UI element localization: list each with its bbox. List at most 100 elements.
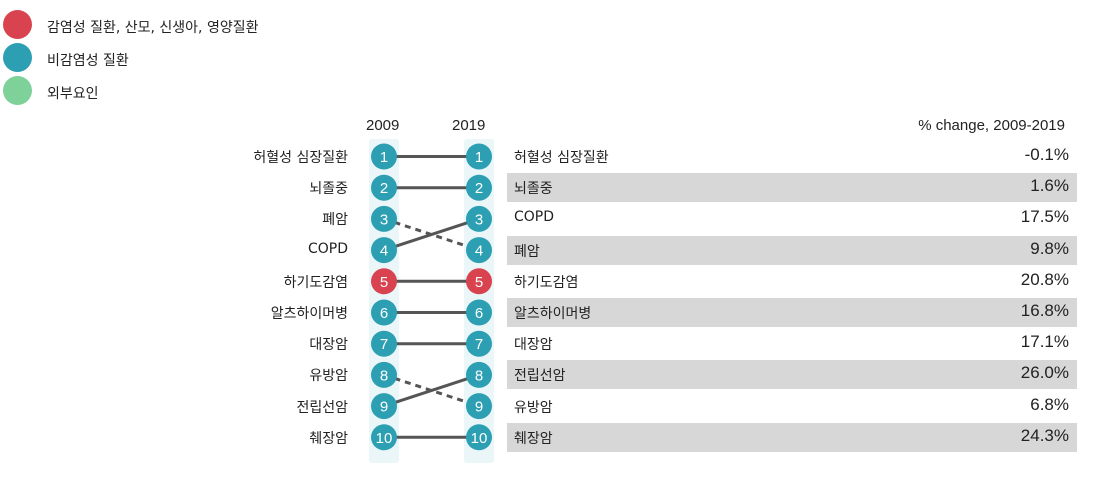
legend-label: 감염성 질환, 산모, 신생아, 영양질환 [47,20,259,36]
rank-marker-2009: 4 [371,237,397,264]
pct-change-value: 17.5% [1020,207,1069,227]
rank-number: 4 [475,243,483,260]
rank-marker-2019: 4 [466,237,492,264]
rank-circle [466,424,492,451]
rank-number: 10 [376,430,393,447]
pct-change-value: 9.8% [1030,238,1069,258]
left-cause-label: 뇌졸중 [309,181,348,198]
rank-number: 6 [475,305,483,322]
pct-change-value: 17.1% [1020,332,1069,352]
row-band [507,422,1077,452]
left-cause-label: COPD [307,240,348,257]
rank-number: 8 [380,367,388,384]
rank-marker-2019: 1 [466,143,492,170]
rank-marker-2019: 6 [466,299,492,326]
rank-circle [371,424,397,451]
left-cause-label: 유방암 [309,368,348,385]
rank-circle [466,143,492,170]
rank-circle [371,299,397,326]
pct-change-value: 26.0% [1020,363,1069,383]
rank-circle [466,299,492,326]
rank-circle [371,393,397,420]
table-row: 유방암 전립선암 26.0% [0,359,1107,390]
rank-circle [466,268,492,295]
pct-change-value: -0.1% [1024,145,1069,164]
row-band [507,173,1077,203]
rank-number: 5 [475,274,483,291]
rank-number: 7 [380,336,388,353]
rank-marker-2009: 9 [371,393,397,420]
rank-marker-2019: 9 [466,393,492,420]
rank-circle [466,330,492,357]
rank-marker-2019: 3 [466,205,492,232]
right-cause-label: 폐암 [514,243,540,260]
right-cause-label: 허혈성 심장질환 [514,150,609,166]
row-band [507,298,1077,327]
rank-circle [466,361,492,388]
rank-marker-2019: 10 [466,424,492,451]
left-cause-label: 췌장암 [309,430,348,447]
pct-change-value: 20.8% [1020,269,1069,289]
pct-change-value: 16.8% [1020,301,1069,320]
right-cause-label: 대장암 [514,337,553,354]
left-cause-label: 허혈성 심장질환 [253,150,348,166]
year-label-2019: 2019 [452,117,486,134]
rank-circle [371,330,397,357]
rank-circle [466,393,492,420]
legend-dot-communicable [3,10,32,39]
rank-circle [466,205,492,232]
rank-number: 3 [380,211,388,228]
row-band [507,360,1077,390]
year-label-2009: 2009 [366,117,400,134]
pct-change-value: 6.8% [1030,394,1069,414]
right-cause-label: 유방암 [514,399,553,416]
rank-marker-2019: 7 [466,330,492,357]
rank-number: 2 [380,180,388,197]
rank-number: 1 [380,149,388,166]
right-cause-label: 췌장암 [514,430,553,447]
left-cause-label: 폐암 [322,212,348,229]
rank-number: 8 [475,367,483,384]
pct-change-value: 1.6% [1030,176,1069,196]
rank-number: 7 [475,336,483,353]
table-row: 알츠하이머병 알츠하이머병 16.8% [0,297,1107,328]
rank-number: 2 [475,180,483,197]
rank-circle [371,268,397,295]
left-cause-label: 하기도감염 [283,274,348,291]
rank-number: 9 [380,399,388,416]
row-band [507,235,1077,265]
rank-marker-2009: 10 [371,424,397,451]
rank-circle [466,237,492,264]
legend-dot-external [3,76,32,105]
left-cause-label: 알츠하이머병 [270,306,348,322]
rank-circle [371,361,397,388]
rank-marker-2019: 5 [466,268,492,295]
rank-circle [371,205,397,232]
rank-marker-2019: 2 [466,174,492,201]
rank-circle [371,143,397,170]
table-row: 하기도감염 하기도감염 20.8% [0,266,1107,297]
rank-marker-2009: 6 [371,299,397,326]
table-row: 폐암 COPD 17.5% [0,203,1107,234]
rank-marker-2009: 8 [371,361,397,388]
table-row: 뇌졸중 뇌졸중 1.6% [0,172,1107,203]
legend-label: 비감염성 질환 [47,53,129,69]
right-cause-label: 알츠하이머병 [514,306,592,322]
rank-change-line [383,217,480,252]
rank-number: 9 [475,399,483,416]
rank-marker-2009: 7 [371,330,397,357]
pct-change-header: % change, 2009-2019 [918,117,1065,134]
rank-marker-2009: 5 [371,268,397,295]
table-row: COPD 폐암 9.8% [0,235,1107,266]
right-cause-label: 하기도감염 [514,274,579,291]
table-row: 허혈성 심장질환 허혈성 심장질환 -0.1% [0,141,1107,172]
rank-number: 5 [380,274,388,291]
table-row: 전립선암 유방암 6.8% [0,391,1107,422]
right-cause-label: 전립선암 [514,368,566,385]
rank-number: 1 [475,149,483,166]
pct-change-value: 24.3% [1020,425,1069,445]
rank-marker-2009: 1 [371,143,397,170]
rank-number: 6 [380,305,388,322]
rank-circle [371,174,397,201]
